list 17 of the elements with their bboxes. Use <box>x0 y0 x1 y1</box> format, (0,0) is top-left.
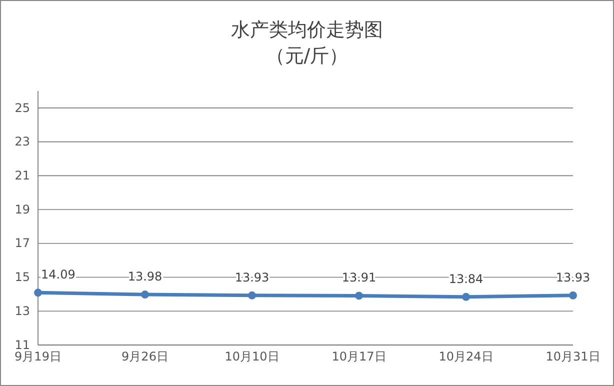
chart-subtitle: （元/斤） <box>266 45 348 67</box>
x-tick-label: 9月19日 <box>14 350 62 364</box>
x-tick-label: 10月10日 <box>224 350 280 364</box>
chart-title: 水产类均价走势图 <box>231 19 383 41</box>
y-tick-label: 25 <box>14 100 30 115</box>
x-tick-label: 9月26日 <box>122 350 168 364</box>
x-tick-label: 10月24日 <box>438 350 494 364</box>
y-tick-label: 21 <box>14 168 30 183</box>
y-tick-label: 23 <box>14 134 30 149</box>
data-label: 13.93 <box>556 270 590 284</box>
y-tick-label: 13 <box>14 304 30 318</box>
y-tick-label: 17 <box>14 236 30 250</box>
y-tick-label: 15 <box>14 270 30 284</box>
x-tick-label: 10月31日 <box>546 350 600 364</box>
y-tick-label: 19 <box>14 202 30 216</box>
y-tick-label: 11 <box>14 338 30 352</box>
x-tick-label: 10月17日 <box>332 350 386 364</box>
